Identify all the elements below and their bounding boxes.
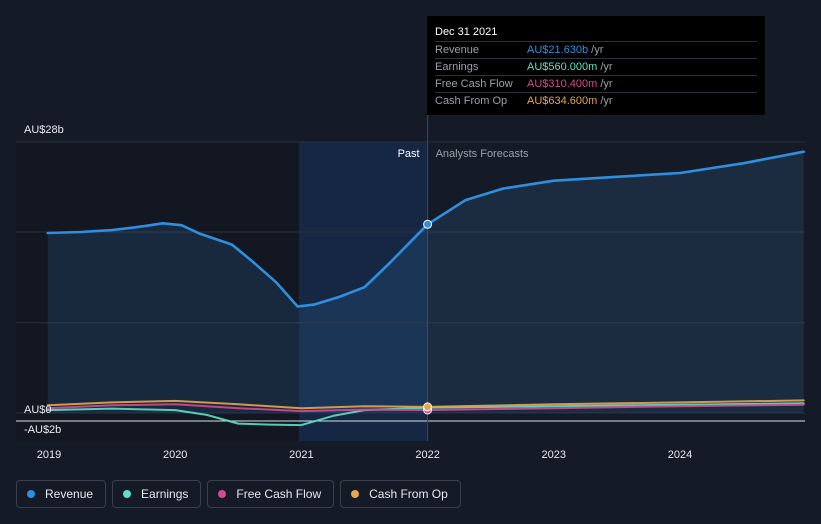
legend-label: Revenue: [45, 487, 94, 501]
tooltip-row-revenue: Revenue AU$21.630b /yr: [435, 41, 757, 58]
legend-dot-icon: [218, 490, 227, 498]
revenue-area: [47, 151, 804, 413]
tooltip-row-label: Cash From Op: [435, 95, 508, 107]
legend-label: Earnings: [141, 487, 189, 501]
tooltip-row-value: AU$560.000m: [527, 61, 598, 73]
legend-dot-icon: [351, 490, 360, 498]
tooltip-row-value: AU$310.400m: [527, 78, 598, 90]
y-tick-label: AU$0: [24, 404, 52, 416]
past-region: [16, 142, 299, 441]
x-tick-label: 2022: [415, 449, 439, 461]
legend-item-revenue[interactable]: Revenue: [16, 480, 107, 508]
tooltip-date: Dec 31 2021: [435, 26, 498, 38]
series-line-cash-from-op: [46, 399, 805, 410]
x-tick-label: 2024: [668, 449, 692, 461]
tooltip-row-unit: /yr: [600, 61, 613, 73]
tooltip-row-unit: /yr: [600, 78, 613, 90]
y-tick-label: AU$28b: [24, 124, 64, 136]
x-tick-label: 2021: [289, 449, 313, 461]
series-line-earnings: [46, 402, 805, 427]
x-tick-label: 2019: [37, 449, 61, 461]
legend-dot-icon: [123, 490, 132, 498]
highlight-point: [423, 402, 433, 412]
tooltip-row-cash-from-op: Cash From Op AU$634.600m /yr: [435, 92, 757, 109]
highlight-band: [299, 142, 428, 441]
forecast-label: Analysts Forecasts: [436, 148, 529, 160]
tooltip-row-label: Revenue: [435, 44, 480, 56]
highlight-point: [423, 219, 433, 229]
x-tick-label: 2023: [542, 449, 566, 461]
legend-dot-icon: [27, 490, 35, 498]
legend-item-earnings[interactable]: Earnings: [112, 480, 202, 508]
legend-item-cash-from-op[interactable]: Cash From Op: [340, 480, 461, 508]
y-tick-label: -AU$2b: [24, 424, 61, 436]
series-line-revenue: [46, 150, 805, 308]
legend-label: Cash From Op: [369, 487, 448, 501]
legend-item-free-cash-flow[interactable]: Free Cash Flow: [207, 480, 335, 508]
tooltip-row-unit: /yr: [600, 95, 613, 107]
tooltip-row-earnings: Earnings AU$560.000m /yr: [435, 58, 757, 75]
x-tick-label: 2020: [163, 449, 187, 461]
tooltip: Dec 31 2021 Revenue AU$21.630b /yr Earni…: [427, 16, 765, 115]
tooltip-row-label: Free Cash Flow: [435, 78, 513, 90]
tooltip-row-free-cash-flow: Free Cash Flow AU$310.400m /yr: [435, 75, 757, 92]
tooltip-row-label: Earnings: [435, 61, 479, 73]
legend: Revenue Earnings Free Cash Flow Cash Fro…: [16, 480, 461, 508]
chart-area: AU$28b AU$0 -AU$2b 2019 2020 2021 2022 2023 2024…: [16, 20, 805, 461]
past-label: Past: [398, 148, 420, 160]
legend-label: Free Cash Flow: [236, 487, 322, 501]
series-line-free-cash-flow: [46, 403, 805, 413]
tooltip-row-unit: /yr: [591, 44, 604, 56]
tooltip-row-value: AU$634.600m: [527, 95, 598, 107]
tooltip-row-value: AU$21.630b: [527, 44, 589, 56]
